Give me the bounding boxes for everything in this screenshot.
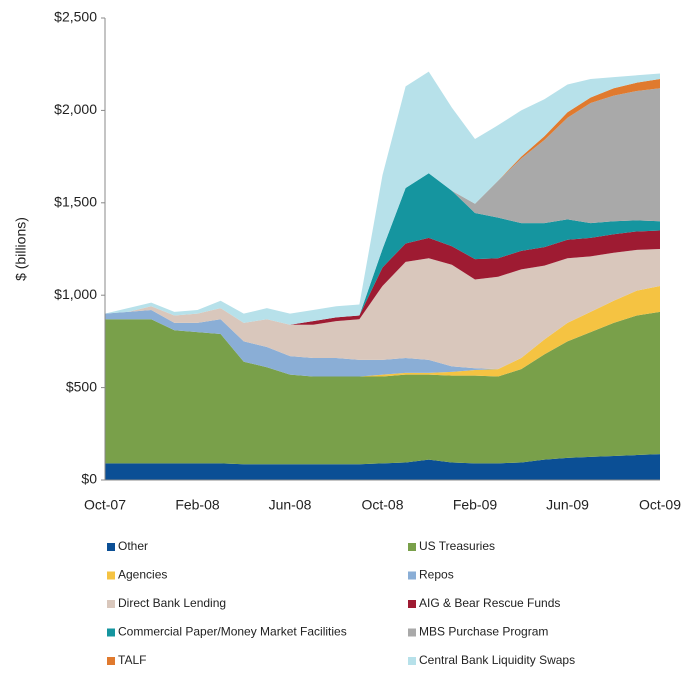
y-tick-label: $1,500 — [54, 194, 97, 210]
y-tick-label: $500 — [66, 378, 97, 394]
area — [105, 71, 660, 325]
area — [105, 249, 660, 370]
legend-swatch — [107, 543, 115, 551]
legend-swatch — [408, 571, 416, 580]
legend-swatch — [408, 657, 416, 665]
legend-swatch — [408, 543, 416, 551]
legend-label: TALF — [118, 653, 146, 667]
legend-swatch — [107, 657, 115, 665]
legend-swatch — [107, 628, 115, 637]
x-tick-label: Oct-08 — [361, 497, 403, 513]
legend-swatch — [408, 600, 416, 608]
legend-label: Agencies — [118, 568, 167, 582]
area — [105, 454, 660, 480]
x-tick-label: Feb-09 — [453, 497, 498, 513]
legend-label: Other — [118, 539, 148, 553]
legend-label: Central Bank Liquidity Swaps — [419, 653, 575, 667]
x-tick-label: Oct-09 — [639, 497, 681, 513]
y-tick-label: $2,000 — [54, 101, 97, 117]
legend-label: Repos — [419, 568, 454, 582]
y-tick-label: $2,500 — [54, 9, 97, 25]
x-tick-label: Oct-07 — [84, 497, 126, 513]
y-tick-label: $0 — [81, 471, 97, 487]
y-tick-label: $1,000 — [54, 286, 97, 302]
legend-label: Direct Bank Lending — [118, 596, 226, 610]
legend-swatch — [107, 571, 115, 580]
legend-label: AIG & Bear Rescue Funds — [419, 596, 560, 610]
x-tick-label: Feb-08 — [175, 497, 220, 513]
legend-label: US Treasuries — [419, 539, 495, 553]
x-tick-label: Jun-08 — [269, 497, 312, 513]
x-tick-label: Jun-09 — [546, 497, 589, 513]
area — [105, 285, 660, 377]
legend-swatch — [107, 600, 115, 608]
legend-label: Commercial Paper/Money Market Facilities — [118, 625, 347, 639]
area — [105, 230, 660, 325]
y-axis-label: $ (billions) — [13, 217, 29, 281]
legend-swatch — [408, 628, 416, 637]
area — [105, 311, 660, 465]
legend-label: MBS Purchase Program — [419, 625, 548, 639]
area — [105, 88, 660, 325]
